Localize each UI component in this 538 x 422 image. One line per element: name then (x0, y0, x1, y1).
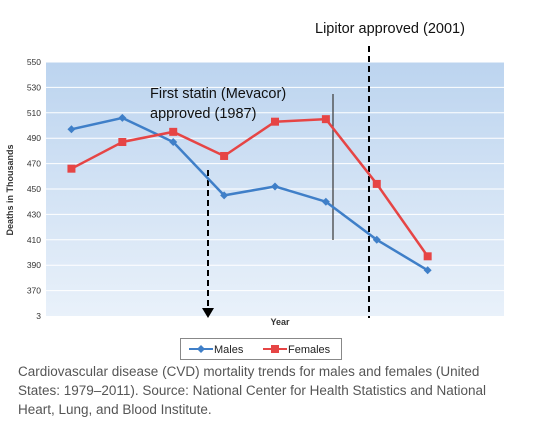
y-tick-label: 390 (27, 260, 41, 270)
legend: Males Females (180, 338, 342, 360)
series-line-females (70, 117, 429, 258)
y-tick-label: 470 (27, 159, 41, 169)
series-line-males (71, 116, 429, 272)
data-point-males (321, 197, 330, 206)
mevacor-annotation-line1: First statin (Mevacor) (150, 86, 286, 102)
y-tick-label: 450 (27, 184, 41, 194)
data-point-females (67, 164, 76, 173)
legend-females-marker (271, 345, 279, 353)
data-point-males (220, 191, 229, 200)
data-point-males (169, 138, 178, 147)
data-point-females (118, 138, 127, 147)
y-tick-label: 430 (27, 209, 41, 219)
data-point-females (423, 252, 432, 261)
data-point-females (372, 179, 381, 188)
y-tick-label: 550 (27, 57, 41, 67)
lipitor-annotation: Lipitor approved (2001) (315, 21, 465, 37)
data-point-females (321, 115, 330, 124)
y-tick-label: 370 (27, 286, 41, 296)
mevacor-annotation-line2: approved (1987) (150, 106, 256, 122)
y-tick-label: 490 (27, 133, 41, 143)
data-point-males (271, 182, 279, 191)
legend-females-label: Females (288, 344, 331, 356)
figure-caption: Cardiovascular disease (CVD) mortality t… (18, 364, 487, 417)
data-point-males (67, 125, 76, 134)
y-tick-label: 530 (27, 82, 41, 92)
y-tick-label: 3 (36, 311, 41, 321)
y-tick-label: 410 (27, 235, 41, 245)
y-tick-label: 510 (27, 108, 41, 118)
data-point-males (118, 113, 127, 122)
mevacor-arrowhead (202, 308, 214, 318)
data-point-females (169, 127, 178, 136)
data-point-males (372, 235, 381, 244)
legend-males-label: Males (214, 344, 244, 356)
x-axis-label: Year (270, 317, 290, 327)
y-axis-label: Deaths in Thousands (5, 144, 15, 235)
data-point-males (423, 266, 432, 275)
data-point-females (220, 151, 229, 160)
legend-males-marker (197, 345, 205, 353)
data-point-females (271, 117, 279, 126)
